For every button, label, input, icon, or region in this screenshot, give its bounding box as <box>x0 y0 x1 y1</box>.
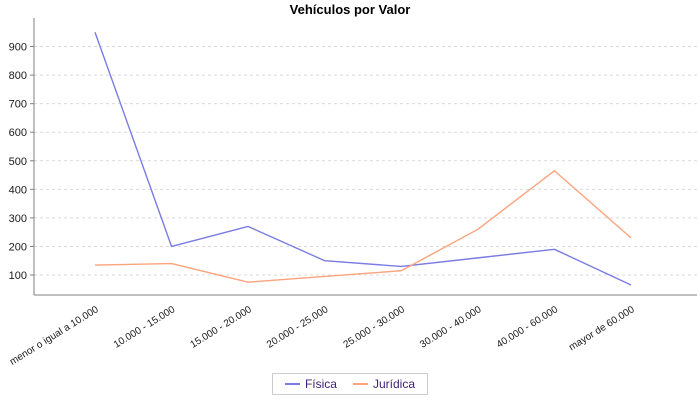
legend-label-juridica: Jurídica <box>372 377 416 391</box>
legend-label-fisica: Física <box>304 377 337 391</box>
y-tick-label: 200 <box>9 241 27 253</box>
y-tick-label: 300 <box>9 213 27 225</box>
y-tick-label: 400 <box>9 184 27 196</box>
fisica-line-swatch-icon <box>284 383 300 385</box>
y-tick-label: 500 <box>9 156 27 168</box>
legend: Física Jurídica <box>0 373 700 395</box>
x-category-label: 10.000 - 15.000 <box>112 304 178 351</box>
x-category-label: mayor de 60.000 <box>567 304 637 353</box>
y-tick-label: 900 <box>9 42 27 54</box>
x-category-label: 40.000 - 60.000 <box>495 304 561 351</box>
legend-item-juridica: Jurídica <box>352 377 416 391</box>
chart-title: Vehículos por Valor <box>289 2 411 17</box>
legend-item-fisica: Física <box>284 377 337 391</box>
x-category-label: 30.000 - 40.000 <box>418 304 484 351</box>
series-line <box>94 32 632 286</box>
legend-box: Física Jurídica <box>271 373 429 395</box>
x-category-label: 20.000 - 25.000 <box>265 304 331 351</box>
y-tick-label: 700 <box>9 99 27 111</box>
x-category-label: menor o igual a 10.000 <box>8 304 101 368</box>
juridica-line-swatch-icon <box>352 383 368 385</box>
y-tick-label: 800 <box>9 70 27 82</box>
x-category-label: 15.000 - 20.000 <box>188 304 254 351</box>
x-category-label: 25.000 - 30.000 <box>342 304 408 351</box>
y-tick-label: 600 <box>9 127 27 139</box>
y-tick-label: 100 <box>9 270 27 282</box>
series-line <box>94 170 632 283</box>
plot-area: 100 200 300 400 500 600 700 800 900 menor o igual… <box>8 18 697 368</box>
